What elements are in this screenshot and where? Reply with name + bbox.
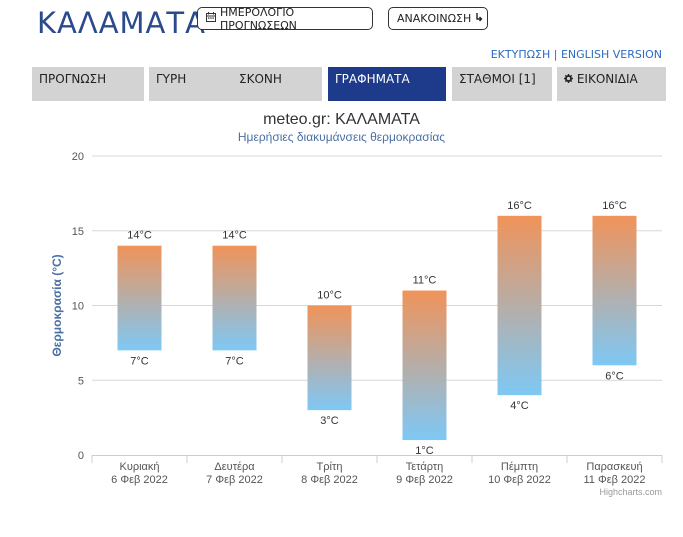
y-tick-label: 20	[72, 151, 84, 163]
english-version-link[interactable]: ENGLISH VERSION	[560, 48, 662, 61]
low-temp-label: 7°C	[225, 355, 244, 367]
tab-bar: ΠΡΟΓΝΩΣΗ ΓΥΡΗ ΣΚΟΝΗ ΓΡΑΦΗΜΑΤΑ ΣΤΑΘΜΟΙ [1…	[32, 67, 666, 101]
x-tick-day-label: Κυριακή	[119, 461, 159, 473]
tab-icons[interactable]: ΕΙΚΟΝΙΔΙΑ	[557, 67, 666, 101]
x-tick-date-label: 7 Φεβ 2022	[206, 474, 263, 486]
high-temp-label: 14°C	[222, 230, 247, 242]
temperature-range-bar[interactable]	[592, 215, 637, 366]
link-separator: |	[550, 48, 561, 61]
tab-dust[interactable]: ΣΚΟΝΗ	[232, 67, 322, 101]
y-tick-label: 5	[78, 375, 84, 387]
y-tick-label: 10	[72, 301, 84, 313]
low-temp-label: 6°C	[605, 370, 624, 382]
temperature-range-bar[interactable]	[307, 305, 352, 411]
tab-graphs[interactable]: ΓΡΑΦΗΜΑΤΑ	[328, 67, 446, 101]
chart-subtitle: Ημερήσιες διακυμάνσεις θερμοκρασίας	[237, 130, 446, 144]
chart-title: meteo.gr: ΚΑΛΑΜΑΤΑ	[263, 111, 420, 128]
tab-label: ΣΤΑΘΜΟΙ [1]	[459, 72, 536, 86]
forecast-calendar-label: ΗΜΕΡΟΛΟΓΙΟ ΠΡΟΓΝΩΣΕΩΝ	[220, 5, 297, 32]
tab-stations[interactable]: ΣΤΑΘΜΟΙ [1]	[452, 67, 552, 101]
x-tick-date-label: 10 Φεβ 2022	[488, 474, 551, 486]
temperature-range-bar[interactable]	[497, 215, 542, 396]
low-temp-label: 3°C	[320, 415, 339, 427]
x-tick-day-label: Τρίτη	[317, 461, 343, 473]
high-temp-label: 16°C	[602, 200, 627, 212]
high-temp-label: 14°C	[127, 230, 152, 242]
tab-forecast[interactable]: ΠΡΟΓΝΩΣΗ	[32, 67, 144, 101]
x-tick-day-label: Τετάρτη	[406, 461, 444, 473]
x-tick-date-label: 6 Φεβ 2022	[111, 474, 168, 486]
high-temp-label: 10°C	[317, 290, 342, 302]
low-temp-label: 4°C	[510, 400, 529, 412]
tab-label: ΓΥΡΗ	[156, 72, 187, 86]
tab-label: ΕΙΚΟΝΙΔΙΑ	[576, 72, 638, 86]
low-temp-label: 7°C	[130, 355, 149, 367]
temperature-range-chart: 0 5 10 15 20 Θερμοκρασία (°C) 14°C 7°C Κυριακή6 …	[50, 151, 663, 486]
y-tick-label: 15	[72, 226, 84, 238]
print-link[interactable]: ΕΚΤΥΠΩΣΗ	[490, 48, 551, 61]
y-tick-label: 0	[78, 450, 84, 462]
high-temp-label: 16°C	[507, 200, 532, 212]
calendar-icon	[206, 12, 216, 25]
top-links: ΕΚΤΥΠΩΣΗ | ENGLISH VERSION	[491, 48, 662, 61]
high-temp-label: 11°C	[413, 275, 437, 287]
tab-label: ΠΡΟΓΝΩΣΗ	[39, 72, 107, 86]
tab-label: ΣΚΟΝΗ	[239, 72, 282, 86]
announcement-button[interactable]: ΑΝΑΚΟΙΝΩΣΗ	[388, 7, 488, 30]
y-axis-title: Θερμοκρασία (°C)	[50, 254, 64, 356]
tab-pollen[interactable]: ΓΥΡΗ	[149, 67, 235, 101]
tab-label: ΓΡΑΦΗΜΑΤΑ	[335, 72, 410, 86]
x-tick-day-label: Παρασκευή	[586, 461, 642, 473]
x-tick-day-label: Δευτέρα	[214, 461, 255, 473]
x-tick-day-label: Πέμπτη	[501, 461, 538, 473]
low-temp-label: 1°C	[415, 445, 434, 457]
x-tick-date-label: 9 Φεβ 2022	[396, 474, 453, 486]
announcement-label: ΑΝΑΚΟΙΝΩΣΗ	[397, 12, 472, 25]
temperature-range-bar[interactable]	[212, 245, 257, 351]
x-tick-date-label: 11 Φεβ 2022	[583, 474, 645, 486]
temperature-range-bar[interactable]	[402, 290, 447, 441]
gear-icon	[564, 72, 577, 86]
return-arrow-icon	[475, 12, 483, 25]
x-tick-date-label: 8 Φεβ 2022	[301, 474, 358, 486]
city-title: ΚΑΛΑΜΑΤΑ	[37, 6, 206, 40]
highcharts-credits[interactable]: Highcharts.com	[599, 487, 662, 497]
temperature-range-bar[interactable]	[117, 245, 162, 351]
forecast-calendar-button[interactable]: ΗΜΕΡΟΛΟΓΙΟ ΠΡΟΓΝΩΣΕΩΝ	[197, 5, 373, 32]
